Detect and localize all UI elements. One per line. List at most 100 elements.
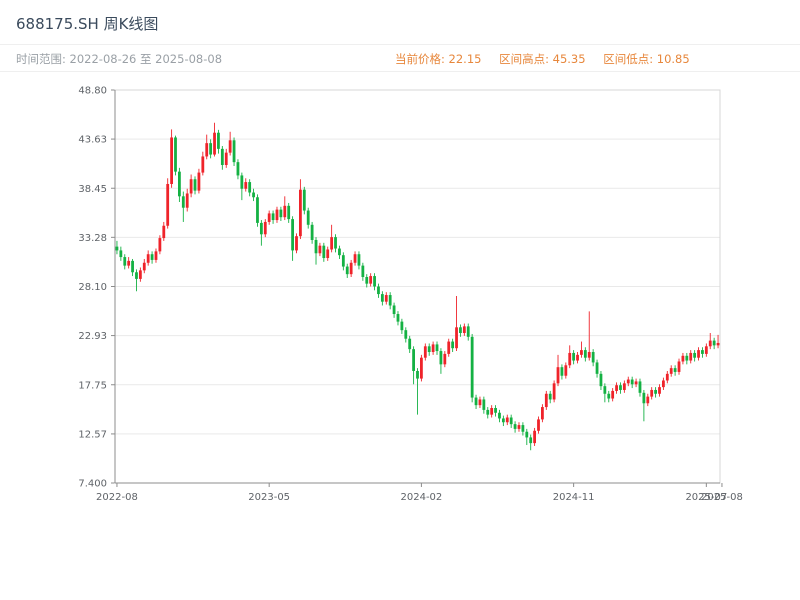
candle-body — [533, 430, 536, 444]
candle-body — [681, 355, 685, 362]
axes — [111, 89, 723, 487]
candle-body — [361, 265, 365, 278]
candle-body — [665, 373, 669, 381]
candle-body — [662, 380, 665, 388]
candle-body — [377, 286, 380, 295]
candle-body — [505, 417, 509, 423]
candle-body — [142, 262, 146, 271]
candle-body — [256, 197, 259, 223]
y-tick-label: 38.45 — [78, 184, 107, 195]
candle-body — [232, 140, 236, 163]
candle-body — [470, 336, 474, 398]
candle-body — [345, 266, 349, 275]
candle-body — [708, 340, 712, 347]
candle-body — [513, 424, 517, 429]
candle-body — [583, 350, 587, 358]
candle-body — [408, 338, 412, 350]
candle-body — [388, 295, 392, 306]
candle-body — [353, 254, 357, 263]
y-tick-label: 28.10 — [78, 282, 107, 293]
candle-body — [154, 251, 158, 260]
candle-body — [521, 425, 525, 432]
candle-body — [704, 346, 708, 354]
candle-body — [646, 396, 650, 404]
candle-body — [599, 373, 603, 387]
candle-body — [330, 237, 334, 250]
candle-body — [138, 270, 142, 279]
candle-body — [478, 399, 482, 406]
candle-body — [291, 219, 294, 251]
candle-body — [595, 362, 599, 374]
y-tick-label: 22.93 — [78, 331, 107, 342]
page-title: 688175.SH 周K线图 — [16, 15, 159, 33]
candle-body — [271, 213, 275, 221]
price-stats: 当前价格: 22.15 区间高点: 45.35 区间低点: 10.85 — [395, 51, 704, 67]
candle-body — [181, 196, 185, 208]
candle-body — [244, 182, 248, 189]
candle-body — [509, 417, 513, 425]
candle-body — [544, 393, 548, 408]
candle-body — [638, 381, 642, 393]
candle-body — [201, 156, 205, 173]
candle-body — [174, 137, 177, 172]
candle-body — [412, 349, 415, 371]
candle-body — [501, 418, 505, 423]
candle-body — [451, 341, 455, 349]
candle-body — [170, 137, 173, 184]
candle-body — [373, 276, 376, 287]
candle-body — [427, 346, 431, 352]
candle-body — [338, 248, 341, 256]
candle-body — [334, 237, 337, 249]
candle-body — [474, 397, 478, 406]
candle-body — [564, 365, 568, 376]
divider — [0, 71, 800, 72]
candle-body — [396, 314, 400, 322]
candle-body — [548, 393, 552, 400]
candle-body — [498, 412, 501, 419]
candle-body — [611, 390, 615, 399]
candle-body — [619, 385, 622, 390]
candle-body — [310, 224, 314, 240]
candle-body — [560, 367, 564, 376]
candle-body — [404, 330, 408, 339]
candle-body — [131, 260, 134, 273]
y-tick-label: 43.63 — [78, 135, 107, 146]
candle-body — [318, 245, 322, 254]
candle-body — [224, 152, 228, 165]
candle-body — [150, 254, 154, 260]
x-tick-label: 2023-05 — [248, 492, 290, 503]
candle-body — [349, 262, 353, 275]
candle-body — [275, 209, 279, 221]
candle-body — [587, 352, 591, 358]
candle-body — [162, 225, 166, 239]
x-tick-label: 2024-11 — [553, 492, 595, 503]
candle-body — [552, 383, 556, 400]
candle-body — [263, 221, 267, 235]
x-tick-label: 2025-07 — [685, 492, 727, 503]
candle-body — [576, 354, 579, 361]
candle-body — [135, 272, 138, 279]
candle-body — [455, 327, 458, 349]
candle-body — [642, 392, 646, 404]
candle-body — [220, 148, 224, 165]
y-tick-label: 33.28 — [78, 233, 107, 244]
candle-body — [178, 171, 181, 197]
candle-body — [228, 140, 232, 153]
divider — [0, 44, 800, 45]
candle-body — [341, 255, 345, 267]
candle-body — [306, 210, 310, 225]
candle-body — [166, 183, 170, 226]
current-price-label: 当前价格: 22.15 — [395, 52, 482, 66]
candle-body — [392, 305, 396, 315]
candle-body — [712, 340, 716, 346]
candle-body — [423, 346, 427, 358]
candle-body — [630, 379, 634, 385]
candle-body — [466, 326, 470, 337]
candle-body — [603, 386, 607, 394]
candle-body — [634, 381, 638, 385]
candle-body — [685, 355, 689, 361]
x-tick-label: 2025-08 — [701, 492, 743, 503]
candle-body — [279, 209, 283, 218]
candle-body — [490, 408, 494, 415]
